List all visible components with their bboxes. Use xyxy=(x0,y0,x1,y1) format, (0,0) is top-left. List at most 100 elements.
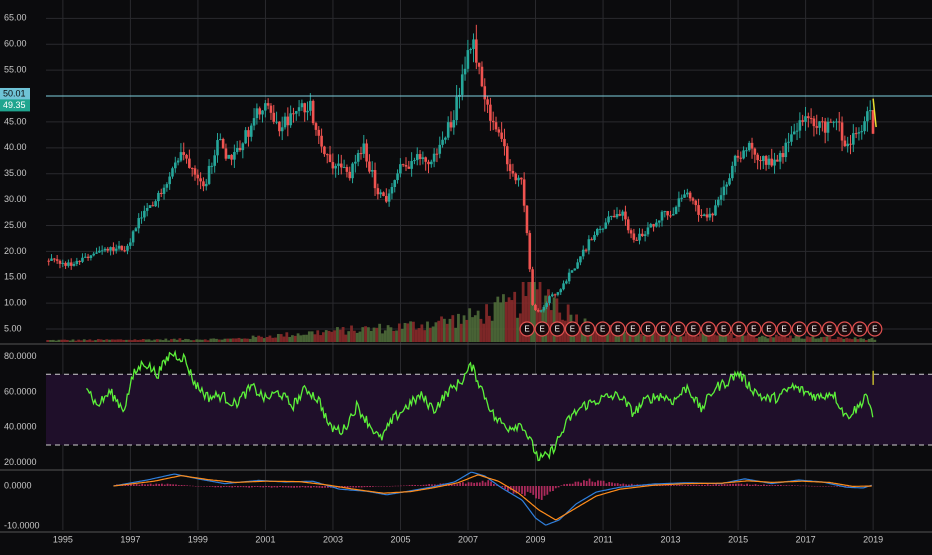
volume-bar xyxy=(133,339,137,342)
candle-body xyxy=(700,214,703,217)
volume-bar xyxy=(532,282,536,342)
y-tick-label: 20.00 xyxy=(4,246,27,256)
earnings-marker xyxy=(731,321,747,337)
volume-bar xyxy=(465,319,469,342)
candle-body xyxy=(415,154,419,161)
macd-histogram-bar xyxy=(414,484,417,486)
macd-histogram-bar xyxy=(591,481,594,486)
candle-body xyxy=(89,255,93,258)
volume-bar xyxy=(760,335,764,342)
candle-body xyxy=(207,165,211,184)
macd-histogram-bar xyxy=(720,484,723,486)
candle-body xyxy=(624,211,627,220)
volume-bar xyxy=(710,333,714,342)
candle-body xyxy=(114,248,118,251)
volume-bar xyxy=(845,338,849,342)
volume-bar xyxy=(850,339,854,342)
candle-body xyxy=(511,170,515,174)
macd-histogram-bar xyxy=(681,485,684,486)
volume-bar xyxy=(772,337,775,342)
macd-panel[interactable]: -10.0000 0.0000 xyxy=(4,471,872,530)
volume-bar xyxy=(324,330,328,342)
macd-histogram-bar xyxy=(554,486,557,489)
candle-body xyxy=(410,161,413,169)
candle-body xyxy=(75,260,79,264)
macd-histogram-bar xyxy=(363,486,366,488)
y-tick-label: 60.00 xyxy=(4,39,27,49)
macd-histogram-bar xyxy=(760,485,763,486)
volume-bar xyxy=(144,339,148,342)
candle-body xyxy=(691,198,695,201)
macd-tick-label: -10.0000 xyxy=(4,520,40,530)
candle-body xyxy=(573,268,577,271)
candle-body xyxy=(666,211,669,216)
volume-bar xyxy=(119,339,123,342)
volume-bar xyxy=(237,337,241,342)
macd-histogram-bar xyxy=(625,484,628,486)
volume-bar xyxy=(386,325,390,342)
candle-body xyxy=(272,112,276,122)
volume-bar xyxy=(828,337,832,342)
price-panel[interactable]: 5.00 10.00 15.00 20.00 25.00 30.00 35.00 40.00 4… xyxy=(0,0,932,530)
macd-histogram-bar xyxy=(594,482,597,486)
candle-body xyxy=(401,164,405,166)
volume-bar xyxy=(496,296,500,342)
candle-body xyxy=(528,233,532,270)
volume-bar xyxy=(305,334,308,342)
macd-histogram-bar xyxy=(644,484,647,486)
volume-bar xyxy=(181,339,185,342)
macd-histogram-bar xyxy=(152,484,155,486)
candle-body xyxy=(390,187,394,194)
volume-bar xyxy=(122,339,126,342)
volume-bar xyxy=(547,289,550,342)
candle-body xyxy=(843,140,847,147)
earnings-marker-label: E xyxy=(524,325,529,334)
macd-histogram-bar xyxy=(628,484,630,486)
macd-histogram-bar xyxy=(377,486,380,487)
candle-body xyxy=(610,215,613,217)
candle-body xyxy=(174,162,177,169)
candle-body xyxy=(835,121,838,123)
macd-histogram-bar xyxy=(352,486,355,488)
macd-histogram-bar xyxy=(718,484,720,486)
macd-histogram-bar xyxy=(622,483,625,486)
macd-histogram-bar xyxy=(703,484,706,486)
earnings-marker xyxy=(579,321,596,337)
candle-body xyxy=(294,111,298,114)
macd-histogram-bar xyxy=(667,485,670,486)
volume-bar xyxy=(783,336,787,342)
trend-arrow xyxy=(872,98,877,128)
volume-bar xyxy=(670,335,674,342)
volume-bar xyxy=(195,339,199,342)
macd-histogram-bar xyxy=(144,484,146,486)
volume-bar xyxy=(727,334,730,342)
candle-body xyxy=(801,120,804,122)
volume-bar xyxy=(490,320,494,342)
candle-body xyxy=(266,103,270,106)
macd-histogram-bar xyxy=(675,485,678,486)
macd-histogram-bar xyxy=(245,486,248,488)
earnings-marker xyxy=(610,321,626,337)
volume-bar xyxy=(789,335,792,342)
candle-body xyxy=(148,205,152,209)
volume-bar xyxy=(690,331,694,342)
volume-bar xyxy=(822,336,826,342)
macd-histogram-bar xyxy=(630,483,633,486)
candle-body xyxy=(289,113,292,126)
volume-bar xyxy=(842,338,846,342)
volume-bar xyxy=(262,338,266,342)
rsi-panel[interactable]: 20.0000 40.0000 60.0000 80.0000 xyxy=(4,349,932,467)
volume-bar xyxy=(372,327,376,342)
candle-body xyxy=(278,121,281,132)
candle-body xyxy=(739,157,743,159)
volume-bar xyxy=(777,336,781,342)
earnings-marker-label: E xyxy=(736,325,741,334)
candle-body xyxy=(72,263,76,266)
candle-body xyxy=(756,154,759,161)
volume-bar xyxy=(510,300,514,342)
candle-body xyxy=(694,200,698,206)
earnings-marker xyxy=(867,321,883,337)
volume-bar xyxy=(805,336,809,342)
